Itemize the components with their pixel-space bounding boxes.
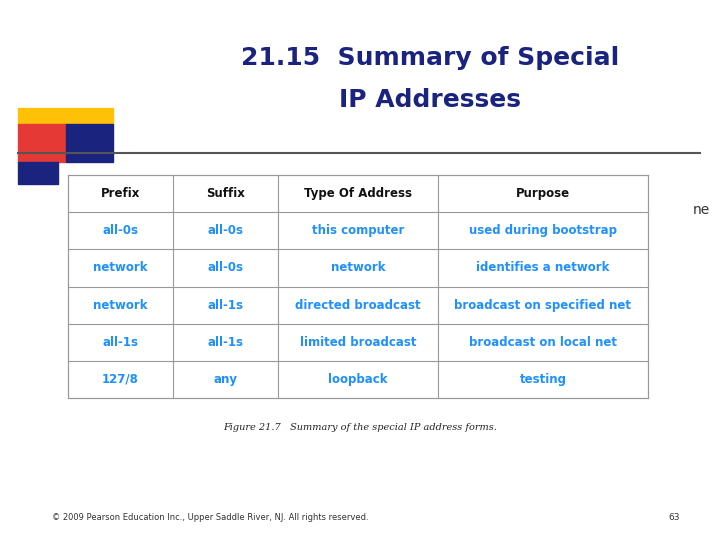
Text: all-1s: all-1s [102, 336, 138, 349]
Text: loopback: loopback [328, 373, 388, 386]
Text: testing: testing [520, 373, 567, 386]
Text: Purpose: Purpose [516, 187, 570, 200]
Text: network: network [94, 261, 148, 274]
Text: Figure 21.7   Summary of the special IP address forms.: Figure 21.7 Summary of the special IP ad… [223, 423, 497, 433]
Bar [66, 124, 113, 162]
Text: all-0s: all-0s [102, 224, 138, 237]
Text: ne: ne [693, 203, 710, 217]
Text: all-0s: all-0s [207, 261, 243, 274]
Text: Prefix: Prefix [101, 187, 140, 200]
Bar [18, 124, 66, 162]
Text: © 2009 Pearson Education Inc., Upper Saddle River, NJ. All rights reserved.: © 2009 Pearson Education Inc., Upper Sad… [52, 514, 369, 523]
Text: directed broadcast: directed broadcast [295, 299, 420, 312]
Text: identifies a network: identifies a network [477, 261, 610, 274]
Text: Suffix: Suffix [206, 187, 245, 200]
Text: 21.15  Summary of Special: 21.15 Summary of Special [241, 46, 619, 70]
Text: network: network [94, 299, 148, 312]
Bar [68, 175, 648, 398]
Bar [18, 162, 58, 184]
Text: broadcast on specified net: broadcast on specified net [454, 299, 631, 312]
Text: IP Addresses: IP Addresses [339, 88, 521, 112]
Text: 63: 63 [668, 514, 680, 523]
Text: limited broadcast: limited broadcast [300, 336, 416, 349]
Text: network: network [330, 261, 385, 274]
Text: used during bootstrap: used during bootstrap [469, 224, 617, 237]
Bar [18, 108, 113, 124]
Text: all-1s: all-1s [207, 336, 243, 349]
Text: all-0s: all-0s [207, 224, 243, 237]
Text: any: any [214, 373, 238, 386]
Text: broadcast on local net: broadcast on local net [469, 336, 617, 349]
Text: this computer: this computer [312, 224, 404, 237]
Text: all-1s: all-1s [207, 299, 243, 312]
Text: Type Of Address: Type Of Address [304, 187, 412, 200]
Text: 127/8: 127/8 [102, 373, 139, 386]
